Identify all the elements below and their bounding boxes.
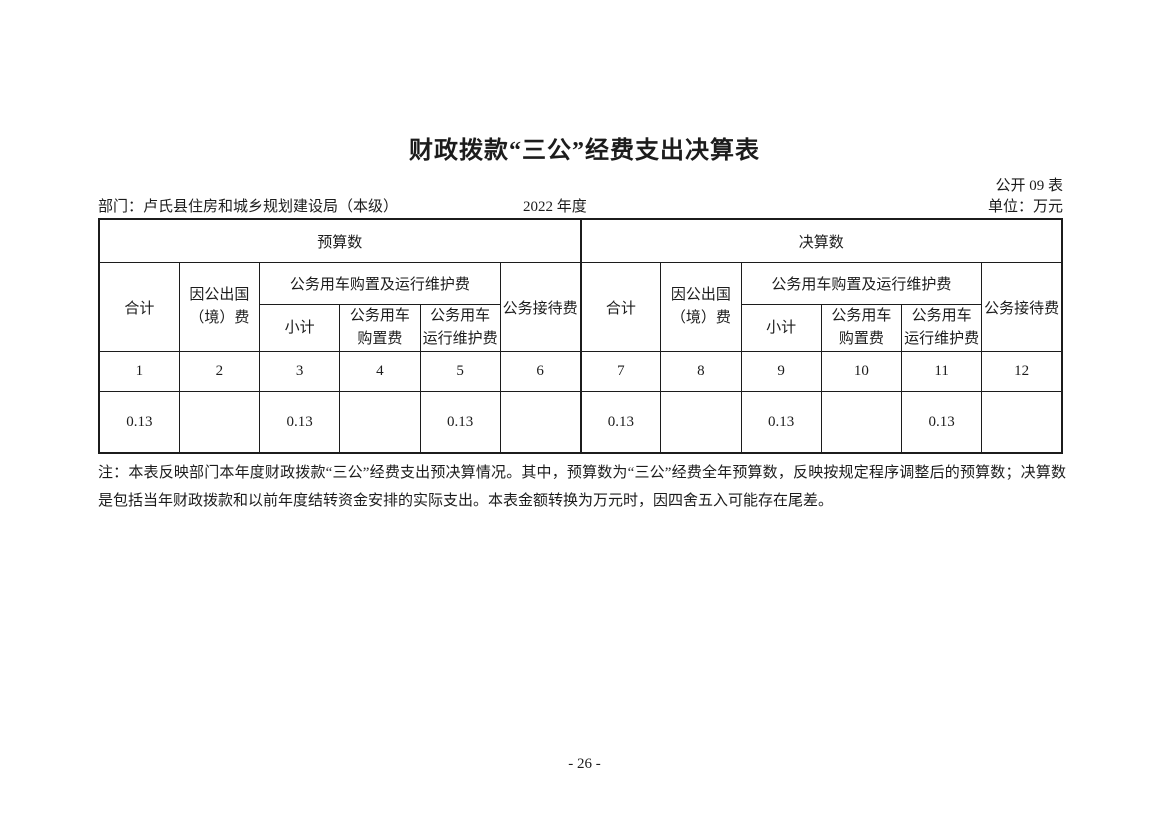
value-cell-3: 0.13 — [258, 391, 341, 454]
data-row: 0.13 0.13 0.13 0.13 0.13 0.13 — [98, 391, 1063, 454]
col-header-reception-budget: 公务接待费 — [499, 262, 582, 352]
col-header-subtotal-budget: 小计 — [258, 304, 341, 352]
unit-label: 单位：万元 — [987, 199, 1063, 215]
col-header-total-final: 合计 — [579, 262, 662, 352]
value-cell-8 — [660, 391, 742, 454]
col-header-purchase-budget: 公务用车 购置费 — [339, 304, 421, 352]
col-header-maintenance-final: 公务用车 运行维护费 — [900, 304, 983, 352]
column-number-10: 10 — [820, 351, 903, 392]
col-header-total-budget: 合计 — [98, 262, 180, 352]
column-number-1: 1 — [98, 351, 180, 392]
value-cell-6 — [499, 391, 582, 454]
page-title: 财政拨款“三公”经费支出决算表 — [409, 138, 760, 164]
column-number-5: 5 — [419, 351, 501, 392]
section-header-final: 决算数 — [579, 218, 1063, 263]
three-public-expense-table: 预算数 决算数 合计 因公出国 （境）费 公务用车购置及运行维护费 公务接待费 … — [98, 218, 1063, 454]
col-header-vehicle-group-budget: 公务用车购置及运行维护费 — [259, 262, 501, 305]
table-note: 注：本表反映部门本年度财政拨款“三公”经费支出预决算情况。其中，预算数为“三公”… — [98, 465, 1066, 509]
column-number-row: 1 2 3 4 5 6 7 8 9 10 11 12 — [98, 351, 1063, 392]
value-cell-11: 0.13 — [900, 391, 983, 454]
value-cell-2 — [178, 391, 261, 454]
value-cell-9: 0.13 — [740, 391, 822, 454]
column-number-12: 12 — [981, 351, 1063, 392]
column-number-2: 2 — [178, 351, 261, 392]
value-cell-1: 0.13 — [98, 391, 180, 454]
col-header-purchase-final: 公务用车 购置费 — [820, 304, 903, 352]
table-code: 公开 09 表 — [995, 178, 1063, 194]
sub-header-row: 小计 公务用车 购置费 公务用车 运行维护费 小计 公务用车 购置费 公务用车 … — [99, 304, 1062, 352]
col-header-abroad-budget: 因公出国 （境）费 — [178, 262, 261, 352]
col-header-maintenance-budget: 公务用车 运行维护费 — [419, 304, 501, 352]
section-header-row: 预算数 决算数 — [98, 218, 1063, 263]
value-cell-4 — [339, 391, 421, 454]
department-label: 部门：卢氏县住房和城乡规划建设局（本级） — [98, 199, 399, 215]
column-number-4: 4 — [339, 351, 421, 392]
col-header-reception-final: 公务接待费 — [981, 262, 1063, 352]
fiscal-year-label: 2022 年度 — [523, 199, 587, 215]
value-cell-7: 0.13 — [579, 391, 662, 454]
column-number-6: 6 — [499, 351, 582, 392]
column-number-7: 7 — [579, 351, 662, 392]
value-cell-12 — [981, 391, 1063, 454]
col-header-abroad-final: 因公出国 （境）费 — [660, 262, 742, 352]
value-cell-10 — [820, 391, 903, 454]
column-number-11: 11 — [900, 351, 983, 392]
column-number-8: 8 — [660, 351, 742, 392]
value-cell-5: 0.13 — [419, 391, 501, 454]
col-header-vehicle-group-final: 公务用车购置及运行维护费 — [740, 262, 983, 305]
meta-row: 部门：卢氏县住房和城乡规划建设局（本级） 2022 年度 单位：万元 — [98, 195, 1063, 217]
page-number: - 26 - — [568, 756, 601, 772]
section-header-budget: 预算数 — [98, 218, 581, 263]
group-header-row: 合计 因公出国 （境）费 公务用车购置及运行维护费 公务接待费 合计 因公出国 … — [98, 262, 1063, 352]
column-number-9: 9 — [740, 351, 822, 392]
column-number-3: 3 — [258, 351, 341, 392]
col-header-subtotal-final: 小计 — [740, 304, 822, 352]
